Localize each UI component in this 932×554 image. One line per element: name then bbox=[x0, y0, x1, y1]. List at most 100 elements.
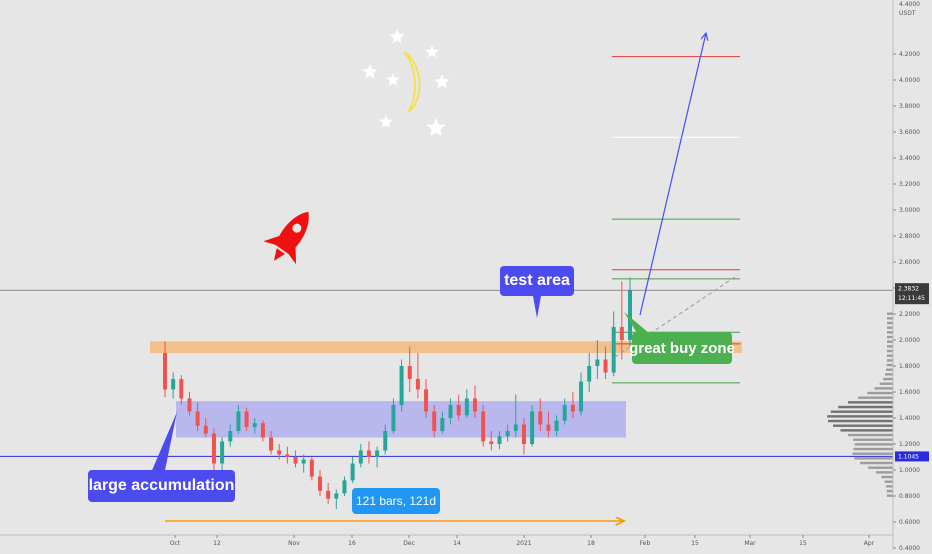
price-tick-label: 0.4000 bbox=[899, 545, 920, 550]
rocket-icon bbox=[263, 211, 309, 265]
candle-8 bbox=[228, 424, 233, 447]
star-icon bbox=[425, 45, 439, 58]
volume-profile-bar bbox=[838, 405, 893, 409]
candle-42 bbox=[505, 424, 510, 442]
time-tick-label: Oct bbox=[170, 540, 181, 547]
volume-profile-bar bbox=[833, 424, 893, 427]
accumulation-zone bbox=[176, 401, 626, 438]
large-accumulation-callout: large accumulation bbox=[88, 470, 235, 502]
candle-body bbox=[399, 366, 404, 405]
candle-body bbox=[203, 425, 208, 434]
star-icon bbox=[389, 29, 405, 44]
volume-profile-bar bbox=[886, 494, 893, 497]
candle-0 bbox=[163, 341, 167, 398]
candle-21 bbox=[334, 489, 339, 509]
candle-17 bbox=[301, 454, 306, 473]
candle-54 bbox=[603, 346, 608, 379]
volume-profile-bar bbox=[887, 326, 893, 329]
price-tick-label: 3.4000 bbox=[899, 155, 920, 162]
candle-3 bbox=[187, 392, 192, 416]
candle-13 bbox=[269, 431, 274, 455]
candle-body bbox=[220, 441, 225, 464]
candle-2 bbox=[179, 375, 184, 405]
volume-profile-bar bbox=[828, 419, 893, 423]
candle-47 bbox=[546, 411, 551, 438]
buy-zone-pointer bbox=[624, 312, 650, 338]
price-tick-label: 0.6000 bbox=[899, 519, 920, 526]
candle-48 bbox=[554, 415, 559, 437]
rocket-fin-right bbox=[288, 244, 297, 265]
candle-41 bbox=[497, 431, 502, 450]
candle-body bbox=[464, 398, 469, 416]
time-tick-label: 15 bbox=[691, 540, 699, 547]
price-tick-label: 1.6000 bbox=[899, 389, 920, 396]
candle-29 bbox=[399, 359, 404, 412]
candle-52 bbox=[587, 353, 592, 392]
volume-profile-bar bbox=[886, 485, 893, 488]
candle-44 bbox=[521, 418, 526, 455]
volume-profile-bar bbox=[886, 368, 893, 371]
volume-profile-bar bbox=[886, 340, 893, 343]
price-tick-label: 1.2000 bbox=[899, 441, 920, 448]
candle-body bbox=[383, 431, 388, 451]
current-price-badge bbox=[895, 283, 929, 305]
time-tick-label: 15 bbox=[799, 540, 807, 547]
candle-9 bbox=[236, 405, 241, 434]
volume-profile-bar bbox=[860, 461, 893, 465]
volume-profile-bar bbox=[853, 447, 893, 451]
volume-profile-bar bbox=[883, 377, 893, 381]
volume-profile-bar bbox=[886, 331, 893, 334]
candle-body bbox=[521, 424, 526, 444]
time-tick-label: 16 bbox=[348, 540, 356, 547]
candle-body bbox=[293, 457, 298, 464]
time-tick-label: 14 bbox=[453, 540, 461, 547]
candle-body bbox=[489, 441, 494, 444]
candle-body bbox=[277, 450, 282, 455]
candle-57 bbox=[628, 277, 632, 347]
volume-profile-bar bbox=[885, 373, 893, 376]
time-tick-label: Nov bbox=[288, 540, 300, 547]
rocket-flame bbox=[273, 248, 285, 261]
candle-body bbox=[440, 418, 445, 431]
current-price-label: 2.3832 bbox=[898, 286, 919, 293]
candle-6 bbox=[211, 428, 216, 477]
volume-profile-bar bbox=[886, 363, 893, 367]
great-buy-zone-label: great buy zone bbox=[629, 339, 735, 357]
candle-body bbox=[375, 450, 380, 457]
candle-53 bbox=[595, 340, 600, 379]
candle-body bbox=[171, 379, 176, 390]
candle-body bbox=[497, 436, 502, 444]
test-area-zone bbox=[150, 341, 742, 353]
price-tick-label: 4.2000 bbox=[899, 51, 920, 58]
candle-body bbox=[187, 398, 192, 412]
star-icon bbox=[426, 118, 446, 137]
volume-profile-bar bbox=[853, 438, 893, 441]
time-tick-label: Dec bbox=[403, 540, 415, 547]
volume-profile-bar bbox=[854, 457, 893, 460]
candle-7 bbox=[220, 437, 225, 470]
volume-profile-bar bbox=[854, 443, 893, 446]
candle-body bbox=[211, 433, 216, 464]
candle-body bbox=[301, 459, 306, 464]
candle-body bbox=[236, 411, 241, 431]
candle-30 bbox=[407, 346, 412, 392]
candle-body bbox=[260, 423, 265, 438]
candle-body bbox=[579, 381, 584, 412]
candle-1 bbox=[171, 372, 176, 399]
price-tick-label: 4.0000 bbox=[899, 77, 920, 84]
candle-20 bbox=[326, 483, 331, 504]
volume-profile-bar bbox=[886, 345, 893, 348]
price-tick-label: 3.8000 bbox=[899, 103, 920, 110]
volume-profile-bar bbox=[874, 387, 893, 390]
candle-55 bbox=[611, 311, 616, 377]
candle-body bbox=[562, 405, 567, 421]
price-tick-label: 3.6000 bbox=[899, 129, 920, 136]
candle-45 bbox=[530, 405, 535, 447]
bars-range-label: 121 bars, 121d bbox=[355, 494, 437, 508]
test-area-pointer bbox=[533, 296, 541, 318]
candle-body bbox=[415, 379, 420, 390]
time-tick-label: Feb bbox=[640, 540, 651, 547]
forecast-arrow bbox=[639, 33, 706, 316]
star-icon bbox=[362, 64, 378, 79]
